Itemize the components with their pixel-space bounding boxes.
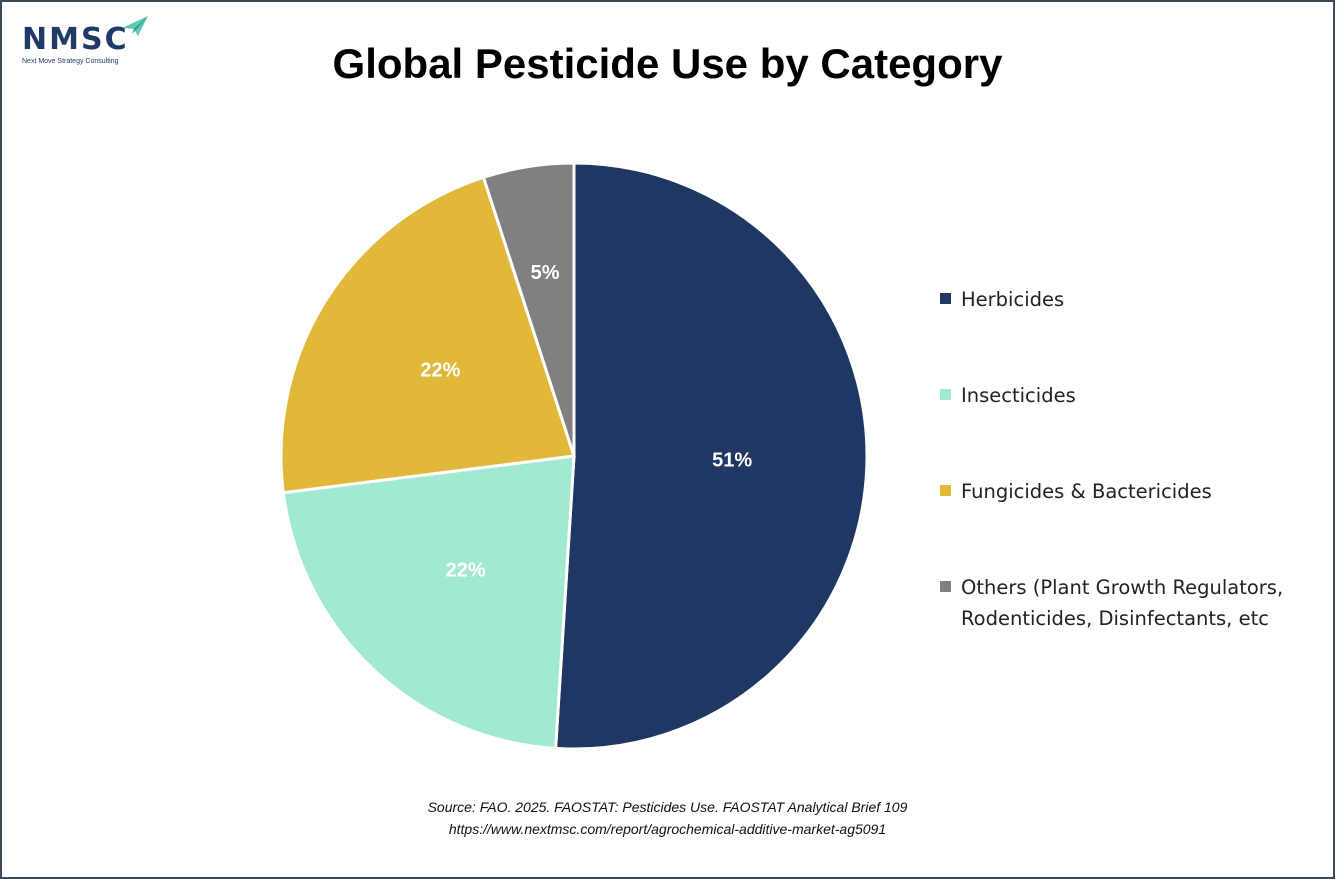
legend-swatch [940,485,951,496]
legend-swatch [940,581,951,592]
source-note: Source: FAO. 2025. FAOSTAT: Pesticides U… [0,796,1335,840]
legend-label: Herbicides [961,288,1065,311]
pie-slice-others [481,161,576,457]
legend-item-others: Others (Plant Growth Regulators, Rodenti… [940,572,1311,634]
legend-label: Insecticides [961,384,1076,407]
legend-swatch [940,293,951,304]
chart-title: Global Pesticide Use by Category [332,40,1003,87]
legend-label: Others (Plant Growth Regulators, Rodenti… [961,576,1284,630]
data-label-insecticides: 22% [446,560,486,582]
data-label-others: 5% [531,262,560,284]
company-logo: NMSC Next Move Strategy Consulting [22,14,162,70]
legend-item-insecticides: Insecticides [940,380,1311,411]
pie-slice-insecticides [281,454,576,751]
paper-plane-icon [122,16,148,36]
source-citation: Source: FAO. 2025. FAOSTAT: Pesticides U… [427,799,908,815]
pie-slice-herbicides [554,161,869,751]
data-label-herbicides: 51% [712,449,752,471]
legend-item-fungicides: Fungicides & Bactericides [940,476,1311,507]
source-url: https://www.nextmsc.com/report/agrochemi… [448,821,887,837]
pie-slice-fungicides [279,175,576,495]
data-label-fungicides: 22% [420,360,460,382]
legend-label: Fungicides & Bactericides [961,480,1212,503]
legend-item-herbicides: Herbicides [940,284,1311,315]
legend-swatch [940,389,951,400]
logo-wordmark: NMSC [22,22,129,57]
logo-tagline: Next Move Strategy Consulting [22,58,119,65]
